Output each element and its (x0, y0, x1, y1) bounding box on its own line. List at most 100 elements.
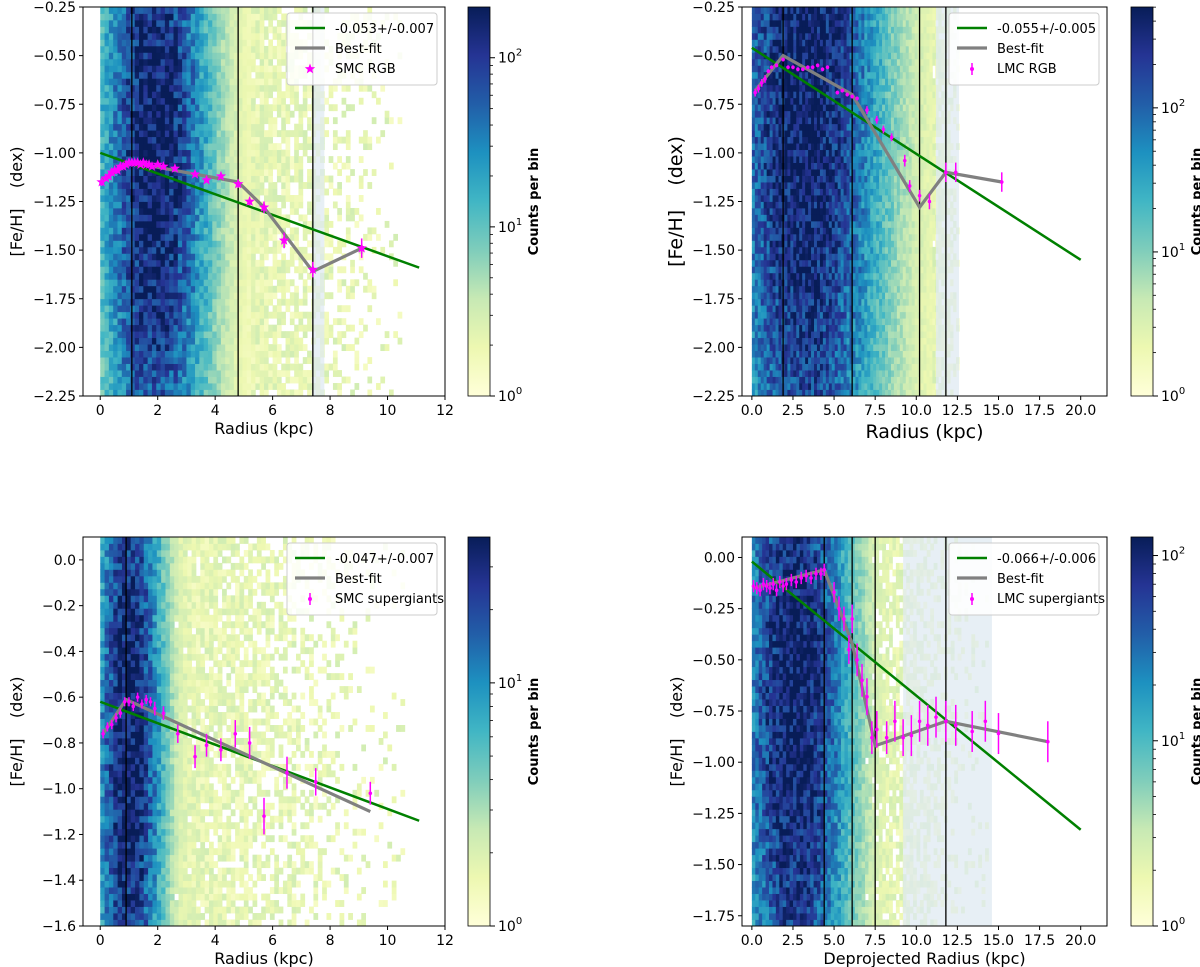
density-bin (757, 227, 762, 235)
density-bin (246, 26, 252, 34)
density-bin (195, 182, 200, 189)
density-bin (169, 84, 174, 92)
density-bin (186, 311, 192, 319)
density-bin (190, 272, 196, 280)
density-bin (808, 169, 812, 176)
density-bin (216, 298, 222, 306)
density-bin (328, 363, 334, 371)
density-bin (298, 311, 304, 319)
density-bin (177, 344, 183, 352)
density-bin (134, 201, 140, 209)
density-bin (790, 246, 794, 254)
density-bin (775, 162, 779, 170)
density-bin (156, 156, 161, 163)
density-bin (143, 324, 149, 332)
density-bin (229, 26, 235, 34)
density-bin (281, 58, 286, 66)
density-bin (242, 376, 248, 384)
density-bin (207, 357, 213, 364)
density-bin (778, 39, 782, 47)
density-bin (790, 175, 794, 183)
density-bin (164, 305, 170, 313)
density-bin (769, 298, 773, 306)
density-bin (100, 143, 105, 151)
density-bin (831, 350, 836, 358)
density-bin (212, 324, 217, 332)
density-bin (117, 19, 123, 27)
density-bin (796, 383, 800, 390)
density-bin (190, 39, 196, 47)
density-bin (156, 110, 161, 118)
density-bin (769, 383, 773, 390)
density-bin (216, 350, 222, 358)
density-bin (790, 240, 794, 248)
density-bin (121, 240, 127, 248)
density-bin (760, 58, 765, 66)
density-bin (182, 272, 187, 280)
density-bin (802, 104, 806, 112)
density-bin (242, 71, 248, 79)
density-bin (816, 32, 821, 40)
colorbar-label: Counts per bin (527, 148, 542, 256)
density-bin (751, 104, 756, 112)
density-bin (769, 357, 773, 364)
density-bin (367, 143, 373, 151)
density-bin (298, 344, 304, 352)
density-bin (778, 91, 782, 99)
density-bin (225, 259, 230, 267)
density-bin (307, 182, 312, 189)
density-bin (195, 331, 200, 339)
density-bin (139, 130, 144, 138)
density-bin (769, 13, 773, 21)
data-point (138, 157, 149, 167)
density-bin (268, 123, 274, 131)
density-bin (130, 344, 136, 352)
density-bin (825, 84, 830, 92)
density-bin (787, 376, 791, 384)
density-bin (264, 32, 269, 40)
density-bin (796, 110, 800, 118)
density-bin (259, 71, 265, 79)
density-bin (169, 376, 174, 384)
density-bin (376, 207, 381, 215)
density-bin (825, 207, 830, 215)
density-bin (100, 318, 105, 326)
density-bin (242, 246, 248, 254)
density-bin (126, 324, 131, 332)
density-bin (298, 7, 304, 14)
legend-box (286, 12, 438, 86)
density-bin (763, 149, 768, 157)
density-bin (787, 337, 791, 345)
density-bin (819, 337, 824, 345)
density-bin (164, 311, 170, 319)
density-bin (367, 376, 373, 384)
density-bin (113, 162, 118, 170)
density-bin (190, 305, 196, 313)
density-bin (769, 344, 773, 352)
density-bin (760, 311, 765, 319)
density-bin (212, 376, 217, 384)
density-bin (289, 233, 295, 241)
density-bin (825, 201, 830, 209)
density-bin (802, 19, 806, 27)
density-bin (238, 123, 243, 131)
density-bin (784, 272, 788, 280)
density-bin (246, 182, 252, 189)
legend-points-swatch (304, 63, 316, 74)
density-bin (754, 207, 759, 215)
density-bin (341, 331, 347, 339)
density-bin (828, 65, 833, 73)
density-bin (298, 324, 304, 332)
density-bin (216, 383, 222, 390)
density-bin (754, 71, 759, 79)
density-bin (805, 272, 809, 280)
density-bin (233, 78, 239, 86)
density-bin (358, 266, 364, 274)
density-bin (255, 272, 261, 280)
density-bin (242, 26, 248, 34)
density-bin (220, 201, 226, 209)
density-bin (281, 279, 286, 287)
density-bin (264, 240, 269, 248)
density-bin (790, 344, 794, 352)
density-bin (160, 123, 166, 131)
